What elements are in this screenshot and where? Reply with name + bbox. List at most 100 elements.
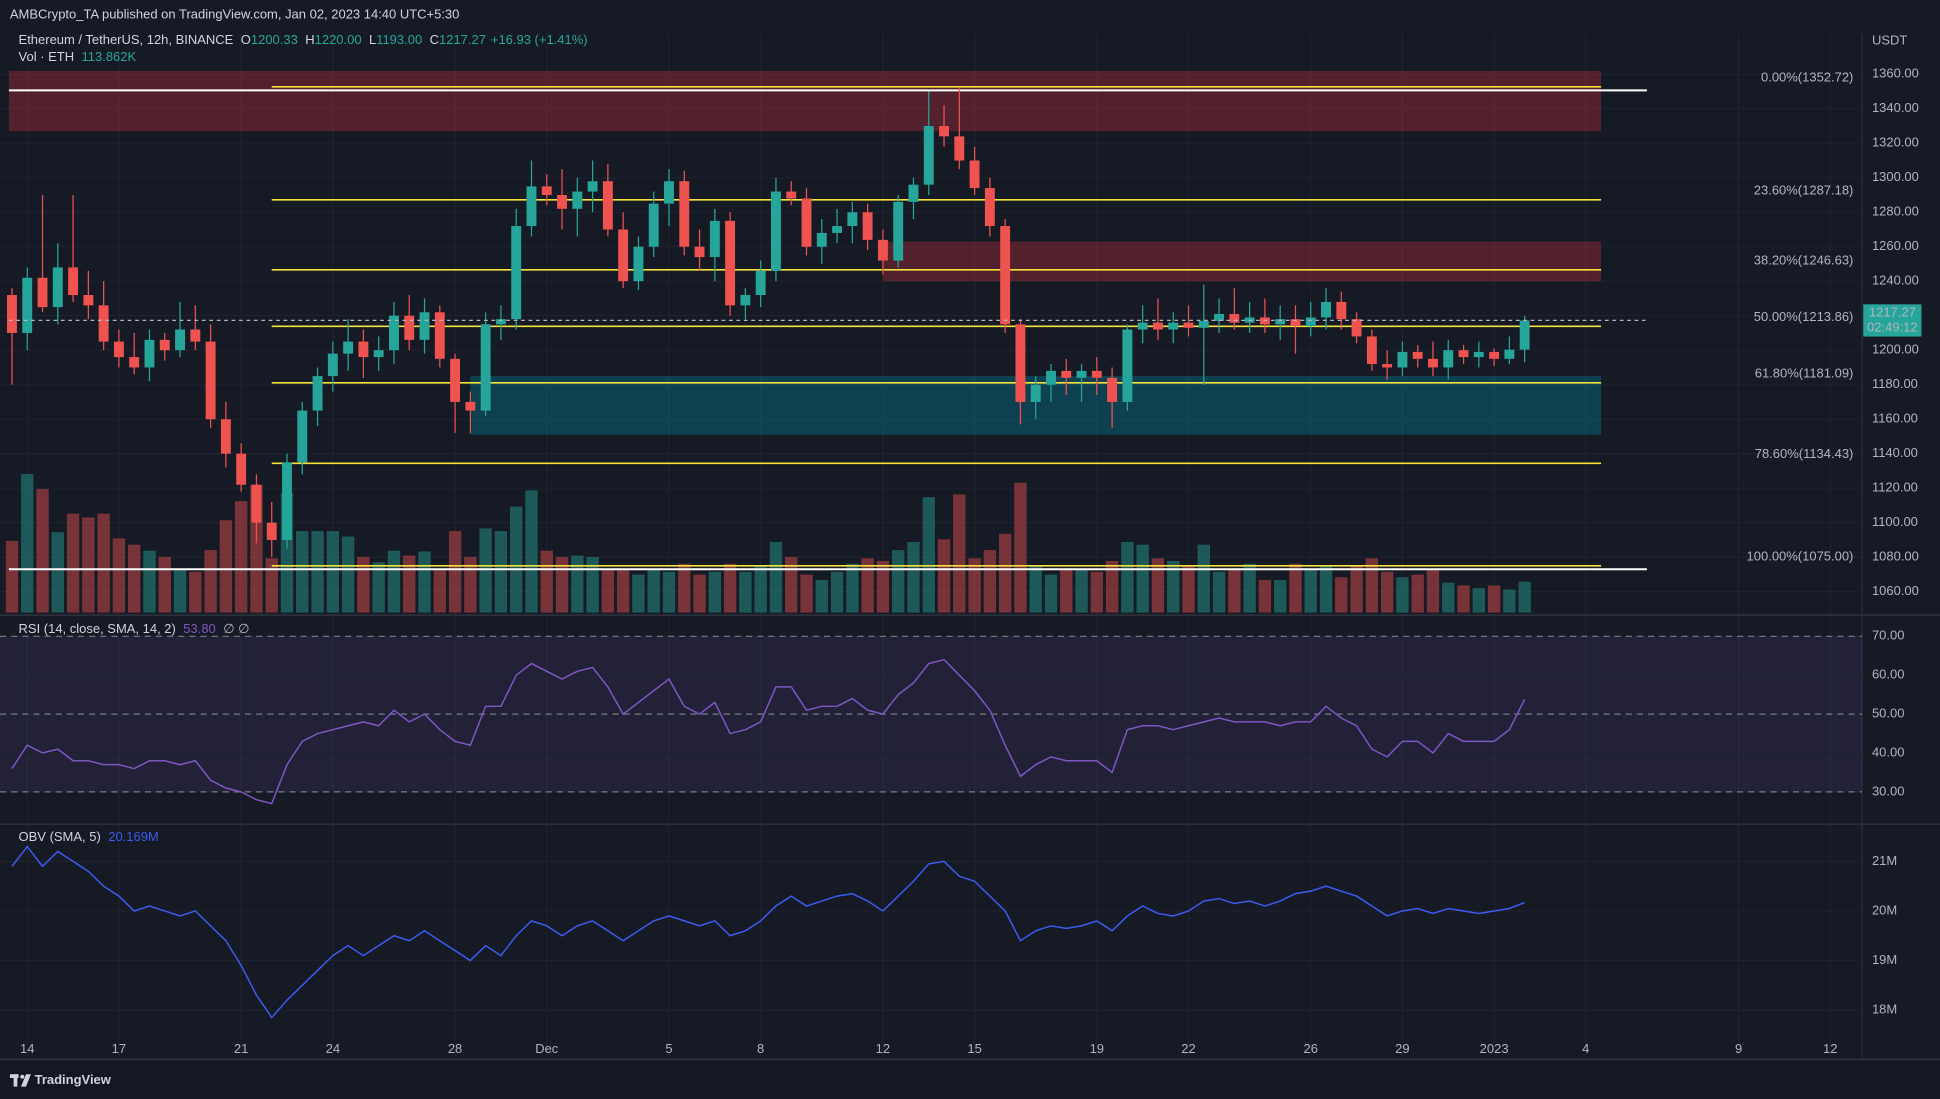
volume-bar [51,532,64,613]
candle-body [725,220,736,306]
volume-bar [1289,563,1302,613]
volume-bar [158,556,171,613]
candle-body [602,181,613,230]
x-tick-label: 21 [234,1041,248,1056]
volume-bar [5,540,19,613]
candle-body [220,419,231,454]
candle-body [480,324,491,411]
candle-body [633,246,644,282]
candle-body [159,339,170,351]
candle-body [557,195,567,209]
fib-label: 0.00%(1352.72) [1761,70,1853,85]
volume-bar [372,562,385,613]
volume-bar [403,555,416,613]
y-tick-label: 1360.00 [1872,66,1919,81]
volume-bar [907,541,920,613]
volume-bar [998,533,1012,613]
ohlc-value: 1193.00 [376,32,422,47]
volume-header: Vol · ETH 113.862K [19,50,137,65]
candle-body [236,453,247,485]
volume-bar [1182,566,1195,613]
candle-body [618,229,629,282]
price-tag-countdown: 02:49:12 [1867,319,1918,334]
x-tick-label: 15 [967,1041,981,1056]
candle-body [1000,226,1011,325]
y-tick-label: 1060.00 [1872,583,1919,598]
fib-label: 23.60%(1287.18) [1754,183,1854,198]
candle-body [939,126,949,137]
volume-bar [1075,569,1088,613]
ohlc-value: 1220.00 [315,32,362,47]
published-note: AMBCrypto_TA published on TradingView.co… [10,6,459,21]
logo-stem [13,1074,18,1087]
candle-body [664,181,674,204]
candle-body [1183,322,1194,328]
candle-body [923,126,934,185]
volume-bar [189,571,202,613]
candle-body [572,191,583,209]
volume-bar [739,571,752,613]
candle-body [1489,351,1500,359]
volume-bar [1335,577,1348,613]
volume-bar [143,550,156,613]
volume-bar [937,539,951,613]
candle-body [877,239,888,261]
volume-bar [1273,580,1287,613]
candle-body [1168,322,1179,330]
candle-body [251,484,262,523]
y-tick-label: 1080.00 [1872,549,1919,564]
candle-body [1428,358,1438,368]
candle-body [1214,313,1225,321]
volume-bar [1105,560,1119,613]
candle-body [541,186,552,196]
candle-body [312,376,323,411]
volume-bar [326,531,340,613]
candle-body [205,341,216,420]
candle-body [1382,364,1393,368]
fib-label: 50.00%(1213.86) [1754,309,1854,324]
candle-body [129,357,140,368]
volume-bar [678,563,691,613]
zone [8,70,1602,132]
candle-body [1473,351,1484,358]
volume-bar [708,571,722,613]
volume-bar [555,556,569,613]
volume-bar [846,563,859,613]
candle-body [1305,317,1316,327]
candle-body [190,329,201,342]
x-tick-label: Dec [535,1041,559,1056]
x-tick-label: 17 [112,1041,126,1056]
y-tick-label: 1120.00 [1872,480,1918,495]
x-tick-label: 28 [448,1041,462,1056]
x-tick-label: 12 [876,1041,890,1056]
volume-bar [1319,566,1333,613]
candle-body [816,232,827,247]
volume-bar [1060,569,1073,613]
candle-body [389,315,399,351]
y-tick-label: 1180.00 [1872,376,1918,391]
volume-bar [479,528,492,613]
x-tick-label: 5 [665,1041,672,1056]
x-tick-label: 8 [757,1041,764,1056]
x-tick-label: 24 [326,1041,340,1056]
logo-dot [20,1074,25,1079]
candle-body [1061,370,1072,378]
footer-bg [0,1060,1940,1099]
volume-bar [815,580,828,613]
volume-bar [723,563,737,613]
x-tick-label: 4 [1582,1041,1589,1056]
candle-body [1458,350,1469,358]
volume-bar [769,541,783,613]
y-tick-label: 21M [1872,853,1897,868]
candle-body [1366,336,1377,365]
candle-body [1412,351,1423,359]
x-tick-label: 29 [1395,1041,1409,1056]
candle-body [755,270,766,296]
symbol-header: Ethereum / TetherUS, 12h, BINANCE O1200.3… [19,32,588,47]
candle-body [266,522,277,540]
candle-body [1122,329,1133,402]
volume-bar [204,550,217,613]
candle-body [893,201,904,261]
indicator-line [11,845,1525,1019]
